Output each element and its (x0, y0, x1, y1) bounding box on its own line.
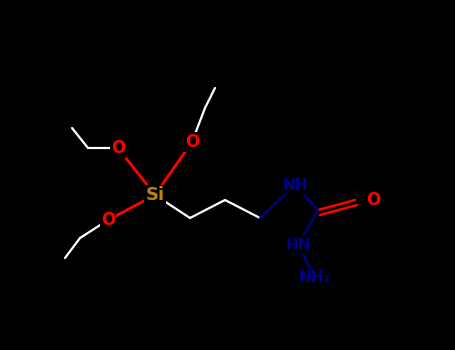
Text: NH₂: NH₂ (299, 271, 331, 286)
Text: NH: NH (282, 177, 308, 192)
Text: Si: Si (146, 186, 165, 204)
Text: O: O (185, 133, 199, 151)
Text: O: O (101, 211, 115, 229)
Text: O: O (366, 191, 380, 209)
Text: HN: HN (285, 238, 311, 252)
Text: O: O (111, 139, 125, 157)
